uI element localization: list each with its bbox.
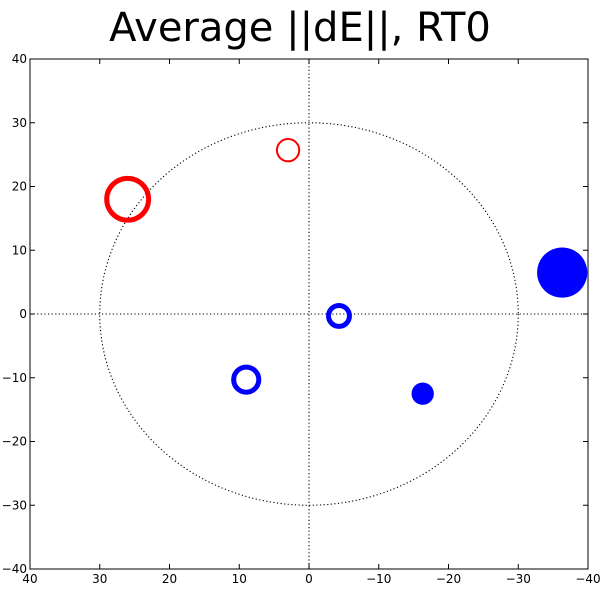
x-tick-label: −30: [506, 572, 531, 586]
y-tick-label: 20: [12, 180, 27, 194]
data-point-1: [104, 175, 152, 223]
reference-circle: [99, 122, 519, 506]
plot-area: 40 30 20 10 0 −10 −20 −30 −40403020100−10−20−30−…: [2, 52, 600, 586]
y-tick-label: −40: [2, 562, 27, 576]
x-tick-label: 10: [232, 572, 247, 586]
x-tick-label: −20: [436, 572, 461, 586]
y-tick-label: 30: [12, 116, 27, 130]
data-point-4: [326, 302, 352, 329]
data-point-6: [537, 247, 588, 298]
y-tick-label: −10: [2, 371, 27, 385]
x-tick-label: −10: [366, 572, 391, 586]
x-tick-label: −40: [575, 572, 600, 586]
data-point-2: [275, 138, 301, 163]
y-tick-label: 0: [19, 307, 27, 321]
y-tick-label: −20: [2, 435, 27, 449]
x-tick-label: 20: [162, 572, 177, 586]
x-tick-label: 0: [305, 572, 313, 586]
chart-title: Average ||dE||, RT0: [109, 5, 491, 51]
x-tick-label: 40: [22, 572, 37, 586]
x-tick-label: 30: [92, 572, 107, 586]
y-tick-label: 10: [12, 243, 27, 257]
y-tick-label: 40: [12, 52, 27, 66]
data-point-5: [411, 382, 434, 405]
data-point-3: [231, 364, 262, 395]
y-tick-label: −30: [2, 498, 27, 512]
